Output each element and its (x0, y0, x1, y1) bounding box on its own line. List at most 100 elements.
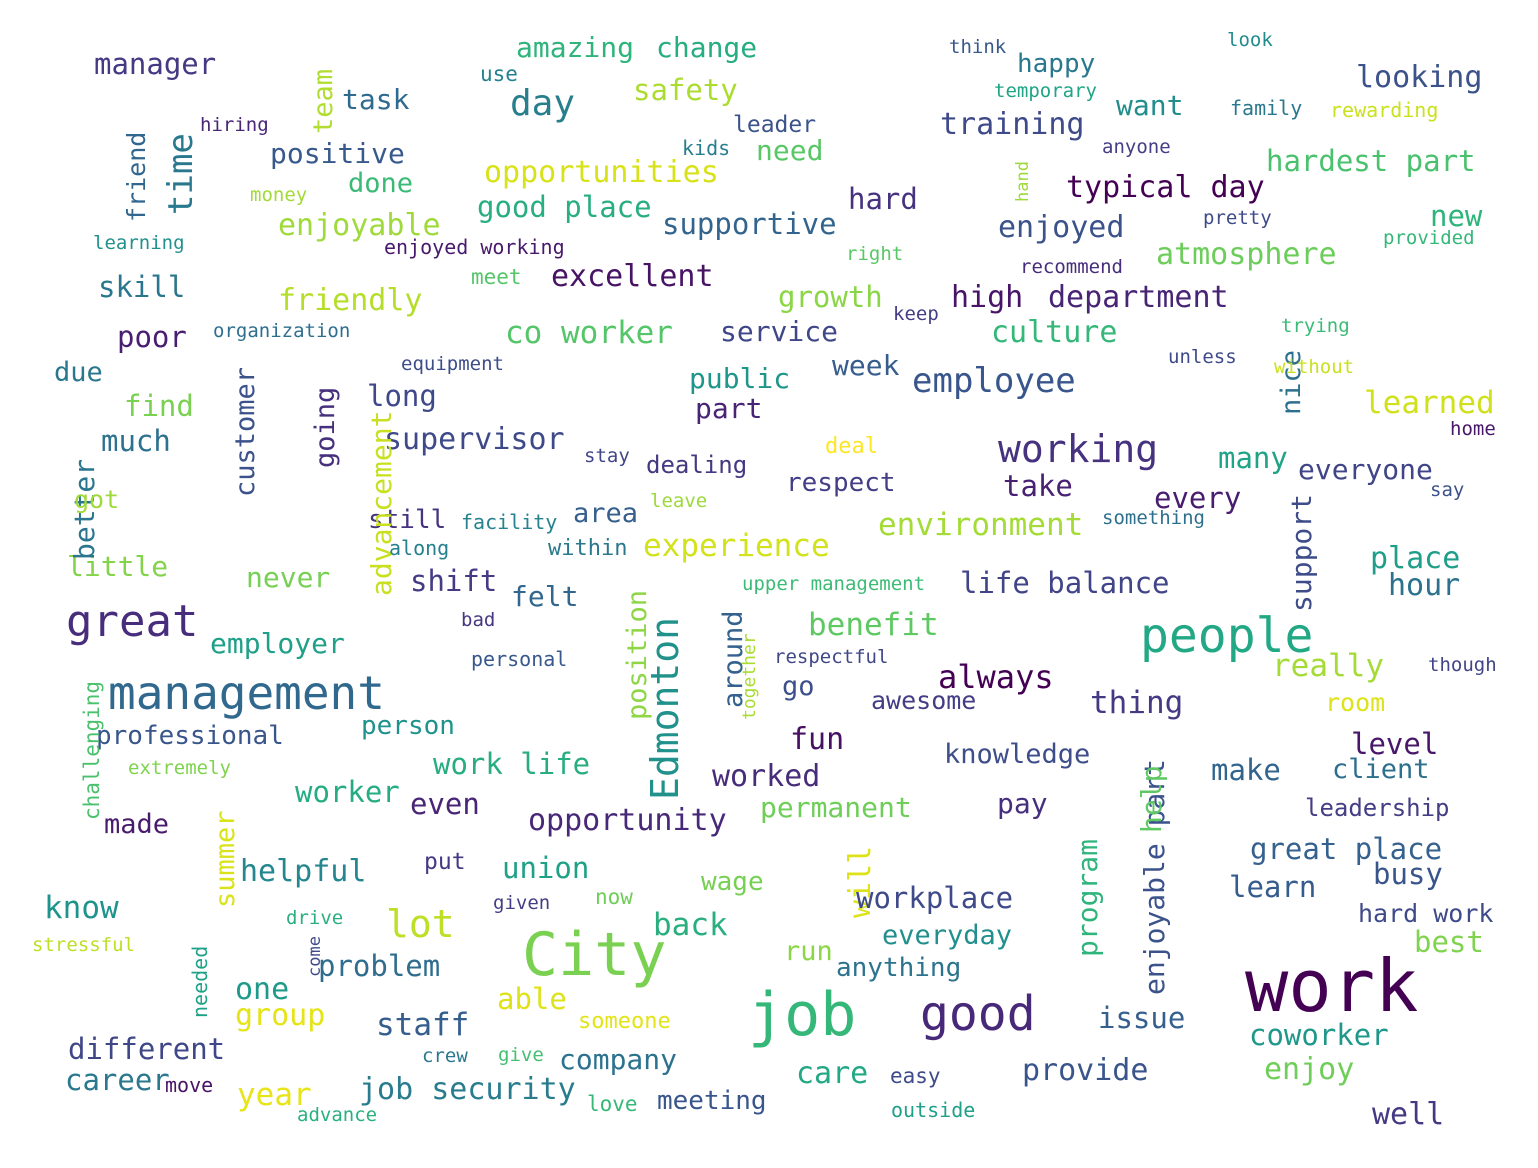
word-worked: worked (712, 759, 821, 794)
word-job: job (748, 980, 857, 1050)
word-going: going (310, 386, 341, 468)
word-something: something (1102, 507, 1205, 529)
word-wage: wage (701, 867, 764, 897)
word-long: long (367, 379, 437, 413)
word-position: position (622, 589, 653, 720)
word-part: part (695, 392, 763, 425)
word-lot: lot (386, 902, 455, 946)
word-well: well (1372, 1097, 1445, 1132)
word-everyday: everyday (882, 920, 1013, 951)
word-enjoyed-working: enjoyed working (384, 235, 565, 259)
word-public: public (689, 362, 791, 395)
word-along: along (389, 536, 450, 560)
word-thing: thing (1090, 685, 1184, 721)
word-poor: poor (117, 320, 187, 354)
word-summer: summer (210, 810, 241, 908)
word-always: always (938, 658, 1054, 696)
word-temporary: temporary (994, 80, 1097, 102)
word-every: every (1154, 481, 1242, 515)
word-love: love (587, 1092, 638, 1116)
word-put: put (424, 849, 466, 875)
word-organization: organization (213, 320, 351, 342)
word-client: client (1332, 754, 1430, 785)
word-without: without (1274, 356, 1355, 378)
word-advance: advance (297, 1104, 378, 1126)
word-look: look (1227, 29, 1273, 51)
word-due: due (54, 357, 103, 388)
word-provide: provide (1022, 1053, 1149, 1088)
word-working: working (998, 427, 1159, 471)
word-enjoy: enjoy (1264, 1052, 1355, 1087)
word-knowledge: knowledge (944, 739, 1091, 770)
word-customer: customer (230, 366, 261, 497)
word-hiring: hiring (200, 114, 269, 136)
word-employer: employer (210, 627, 345, 660)
word-much: much (101, 424, 171, 458)
word-give: give (498, 1044, 544, 1066)
word-equipment: equipment (401, 353, 504, 375)
word-leave: leave (650, 490, 708, 512)
word-department: department (1048, 280, 1229, 315)
word-right: right (846, 243, 904, 265)
word-culture: culture (991, 315, 1118, 350)
word-problem: problem (318, 949, 441, 983)
word-someone: someone (578, 1009, 671, 1034)
word-need: need (756, 134, 824, 167)
word-learned: learned (1364, 385, 1495, 421)
word-issue: issue (1098, 1001, 1186, 1035)
word-people: people (1140, 608, 1314, 664)
word-supervisor: supervisor (384, 422, 565, 457)
word-friend: friend (122, 131, 151, 222)
word-happy: happy (1017, 49, 1096, 79)
word-place: place (1370, 541, 1461, 576)
word-support: support (1285, 493, 1318, 612)
word-career: career (65, 1063, 170, 1097)
word-manager: manager (94, 47, 217, 81)
word-drive: drive (286, 907, 344, 929)
word-learn: learn (1229, 870, 1317, 904)
word-awesome: awesome (871, 686, 977, 715)
word-within: within (548, 536, 628, 561)
word-learning: learning (93, 232, 185, 254)
word-life-balance: life balance (960, 566, 1170, 600)
word-rewarding: rewarding (1330, 98, 1439, 122)
word-able: able (497, 982, 567, 1016)
word-leadership: leadership (1305, 794, 1450, 822)
word-upper-management: upper management (742, 573, 926, 595)
word-great-place: great place (1250, 832, 1443, 866)
word-helpful: helpful (240, 854, 367, 889)
word-team: team (308, 68, 339, 134)
word-extremely: extremely (128, 757, 231, 779)
word-supportive: supportive (662, 207, 837, 241)
word-pretty: pretty (1203, 207, 1272, 229)
word-little: little (67, 550, 169, 583)
word-given: given (493, 892, 551, 914)
word-area: area (573, 498, 639, 529)
word-employee: employee (912, 361, 1076, 401)
word-work-life: work life (433, 747, 591, 781)
word-level: level (1351, 727, 1439, 761)
word-money: money (250, 184, 308, 206)
word-recommend: recommend (1020, 256, 1123, 278)
word-want: want (1116, 89, 1184, 122)
word-come: come (305, 936, 325, 977)
word-job-security: job security (359, 1072, 576, 1107)
word-use: use (480, 62, 518, 86)
word-move: move (165, 1073, 214, 1097)
word-shift: shift (410, 564, 498, 598)
word-anything: anything (836, 953, 962, 983)
word-friendly: friendly (278, 283, 423, 318)
word-staff: staff (376, 1007, 470, 1043)
word-easy: easy (890, 1064, 941, 1088)
word-got: got (74, 485, 120, 514)
word-busy: busy (1373, 857, 1443, 891)
word-union: union (502, 851, 590, 885)
word-program: program (1071, 838, 1104, 957)
word-management: management (108, 666, 385, 720)
word-amazing: amazing (516, 31, 635, 64)
word-best: best (1414, 925, 1484, 959)
word-now: now (595, 885, 633, 909)
word-advancement: advancement (365, 410, 398, 596)
word-typical-day: typical day (1066, 170, 1265, 205)
word-family: family (1230, 96, 1303, 120)
